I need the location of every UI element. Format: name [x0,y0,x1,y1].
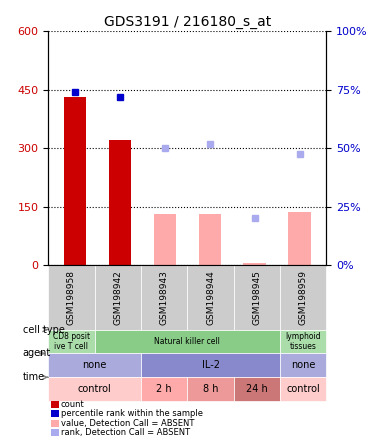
Text: rank, Detection Call = ABSENT: rank, Detection Call = ABSENT [61,428,190,437]
FancyBboxPatch shape [48,353,141,377]
Text: GSM198959: GSM198959 [299,270,308,325]
Bar [288,212,311,265]
Text: lymphoid
tissues: lymphoid tissues [285,332,321,351]
Text: count: count [61,400,85,409]
Bar [64,97,86,265]
Text: percentile rank within the sample: percentile rank within the sample [61,409,203,418]
FancyBboxPatch shape [141,353,280,377]
Bar [109,140,131,265]
Bar [243,263,266,265]
FancyBboxPatch shape [280,377,326,401]
FancyBboxPatch shape [187,377,234,401]
Text: time: time [23,372,48,382]
Bar [50,429,59,436]
Text: GSM198943: GSM198943 [160,270,169,325]
Text: none: none [291,361,315,370]
FancyBboxPatch shape [95,329,280,353]
Text: GSM198958: GSM198958 [67,270,76,325]
FancyBboxPatch shape [280,265,326,329]
Bar [50,420,59,427]
Bar [198,214,221,265]
Text: GSM198945: GSM198945 [252,270,262,325]
Text: none: none [82,361,107,370]
Text: agent: agent [23,349,51,358]
Text: control: control [78,384,111,394]
Text: Natural killer cell: Natural killer cell [154,337,220,346]
Bar [50,401,59,408]
Text: control: control [286,384,320,394]
FancyBboxPatch shape [280,353,326,377]
FancyBboxPatch shape [141,265,187,329]
FancyBboxPatch shape [141,377,187,401]
Text: CD8 posit
ive T cell: CD8 posit ive T cell [53,332,90,351]
Bar [154,214,176,265]
Text: GSM198942: GSM198942 [113,270,122,325]
FancyBboxPatch shape [187,265,234,329]
FancyBboxPatch shape [234,265,280,329]
Text: cell type: cell type [23,325,65,335]
Bar [50,410,59,417]
Text: IL-2: IL-2 [201,361,220,370]
FancyBboxPatch shape [280,329,326,353]
Text: 8 h: 8 h [203,384,218,394]
FancyBboxPatch shape [234,377,280,401]
Text: 24 h: 24 h [246,384,268,394]
FancyBboxPatch shape [48,377,141,401]
FancyBboxPatch shape [48,265,95,329]
FancyBboxPatch shape [95,265,141,329]
Text: value, Detection Call = ABSENT: value, Detection Call = ABSENT [61,419,194,428]
Title: GDS3191 / 216180_s_at: GDS3191 / 216180_s_at [104,15,271,29]
Text: 2 h: 2 h [156,384,172,394]
Text: GSM198944: GSM198944 [206,270,215,325]
FancyBboxPatch shape [48,329,95,353]
